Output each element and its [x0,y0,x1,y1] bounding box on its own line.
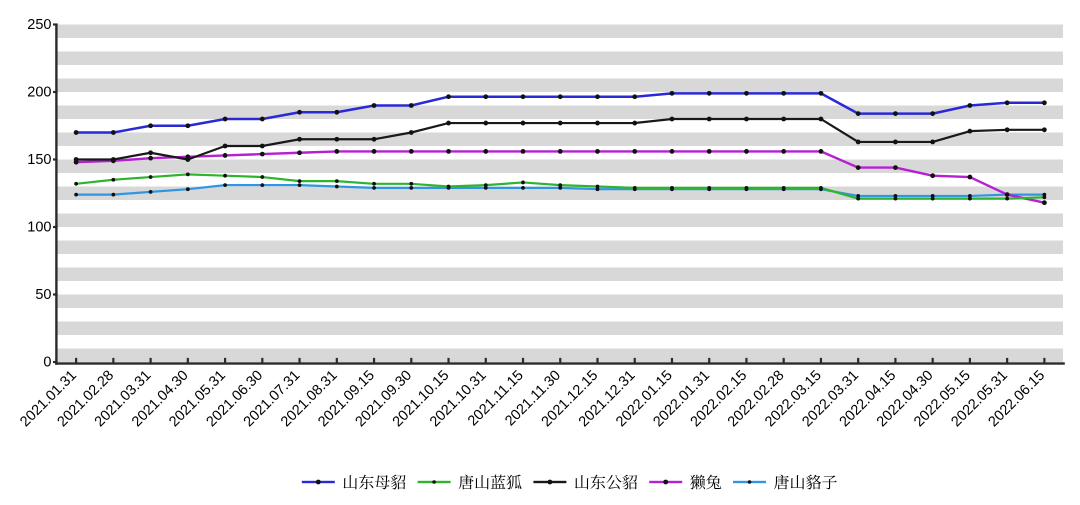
svg-text:100: 100 [27,220,51,236]
svg-text:50: 50 [35,287,51,303]
svg-text:200: 200 [27,85,51,101]
svg-text:0: 0 [43,355,51,371]
svg-text:250: 250 [27,17,51,33]
svg-text:150: 150 [27,152,51,168]
